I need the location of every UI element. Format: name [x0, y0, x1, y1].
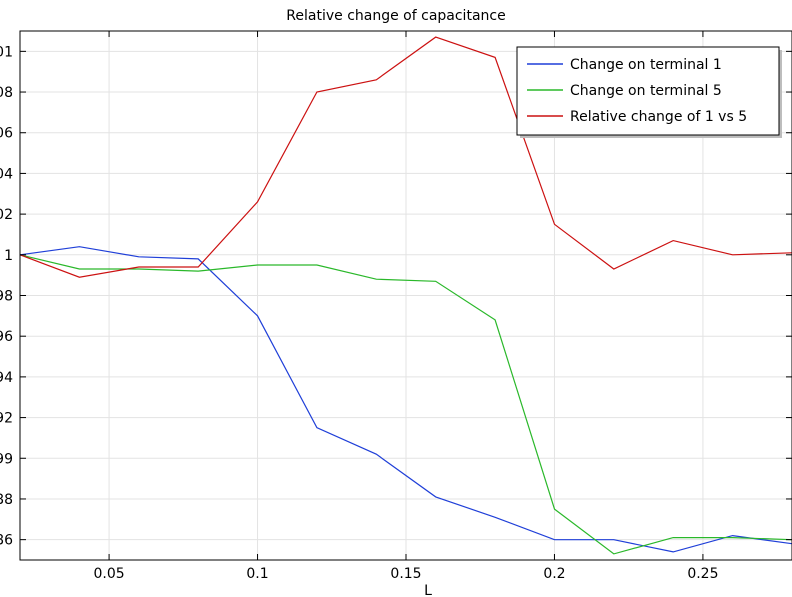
legend-label-1: Change on terminal 1	[570, 57, 722, 73]
grid-lines	[20, 31, 792, 560]
y-tick-label: 1.008	[0, 85, 13, 101]
y-tick-label: 0.992	[0, 411, 13, 427]
legend: Change on terminal 1 Change on terminal 5…	[516, 46, 782, 138]
axes	[19, 30, 792, 561]
series-line-2	[19, 254, 792, 555]
series-layer	[19, 36, 792, 555]
legend-label-3: Relative change of 1 vs 5	[570, 109, 747, 125]
y-tick-label: 0.996	[0, 329, 13, 345]
x-tick-label: 0.1	[246, 566, 268, 582]
y-tick-label: 0.994	[0, 370, 13, 386]
y-tick-label: 1.006	[0, 126, 13, 142]
series-line-3	[19, 36, 792, 278]
x-tick-label: 0.15	[390, 566, 421, 582]
tick-labels: 0.05 0.1 0.15 0.2 0.25 0.986 0.988 0.99 0.992 0.9…	[0, 44, 719, 582]
y-tick-label: 0.998	[0, 289, 13, 305]
x-tick-label: 0.25	[687, 566, 718, 582]
x-tick-label: 0.05	[93, 566, 124, 582]
y-tick-label: 0.988	[0, 492, 13, 508]
legend-box	[516, 46, 780, 136]
legend-label-2: Change on terminal 5	[570, 83, 722, 99]
y-tick-label: 1	[4, 248, 13, 264]
x-axis-label: L	[424, 583, 432, 597]
series-line-1	[19, 246, 792, 553]
y-tick-label: 0.986	[0, 533, 13, 549]
chart-title: Relative change of capacitance	[286, 8, 505, 24]
y-tick-label: 1.002	[0, 207, 13, 223]
x-tick-label: 0.2	[543, 566, 565, 582]
y-tick-label: 1.01	[0, 44, 13, 60]
y-tick-label: 1.004	[0, 166, 13, 182]
y-tick-label: 0.99	[0, 451, 13, 467]
